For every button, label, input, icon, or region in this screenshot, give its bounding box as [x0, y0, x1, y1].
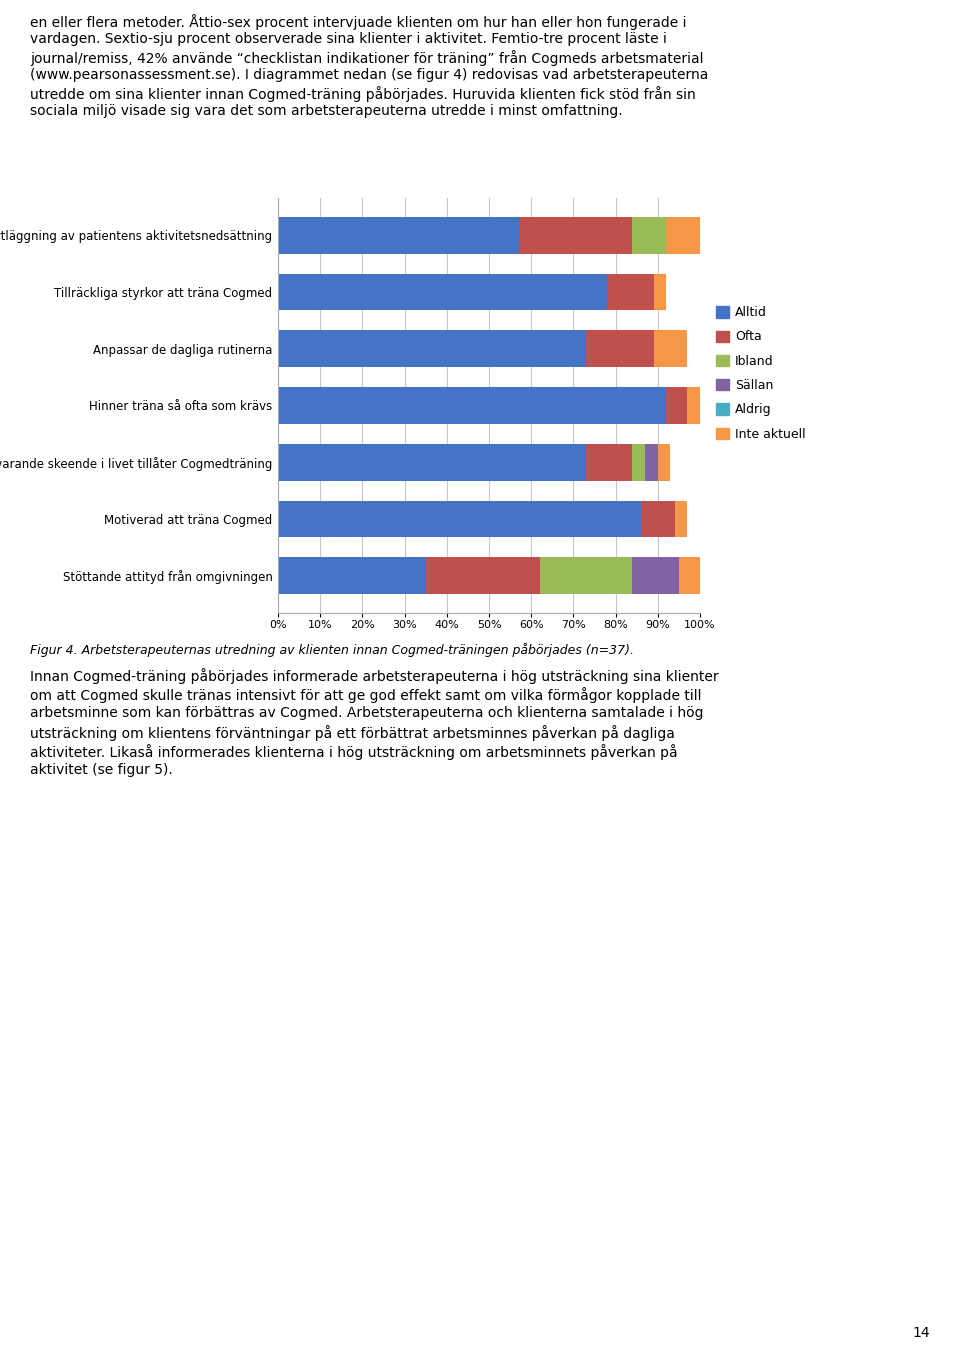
Bar: [679, 557, 700, 595]
Bar: [633, 444, 645, 481]
Bar: [586, 330, 654, 367]
Bar: [278, 217, 518, 254]
Bar: [425, 557, 540, 595]
Bar: [633, 217, 666, 254]
Bar: [687, 387, 700, 424]
Bar: [278, 330, 586, 367]
Bar: [666, 217, 700, 254]
Bar: [278, 273, 607, 311]
Bar: [278, 444, 586, 481]
Text: en eller flera metoder. Åttio-sex procent intervjuade klienten om hur han eller : en eller flera metoder. Åttio-sex procen…: [30, 14, 686, 30]
Bar: [658, 444, 670, 481]
Bar: [540, 557, 633, 595]
Bar: [641, 501, 675, 538]
Bar: [675, 501, 687, 538]
Bar: [654, 330, 687, 367]
Bar: [278, 501, 641, 538]
Text: utsträckning om klientens förväntningar på ett förbättrat arbetsminnes påverkan : utsträckning om klientens förväntningar …: [30, 725, 675, 741]
Text: vardagen. Sextio-sju procent observerade sina klienter i aktivitet. Femtio-tre p: vardagen. Sextio-sju procent observerade…: [30, 33, 667, 46]
Bar: [645, 444, 658, 481]
Legend: Alltid, Ofta, Ibland, Sällan, Aldrig, Inte aktuell: Alltid, Ofta, Ibland, Sällan, Aldrig, In…: [716, 307, 805, 440]
Bar: [607, 273, 654, 311]
Text: sociala miljö visade sig vara det som arbetsterapeuterna utredde i minst omfattn: sociala miljö visade sig vara det som ar…: [30, 105, 623, 118]
Bar: [586, 444, 633, 481]
Bar: [666, 387, 687, 424]
Text: journal/remiss, 42% använde “checklistan indikationer för träning” från Cogmeds : journal/remiss, 42% använde “checklistan…: [30, 50, 704, 67]
Text: om att Cogmed skulle tränas intensivt för att ge god effekt samt om vilka förmåg: om att Cogmed skulle tränas intensivt fö…: [30, 687, 702, 703]
Text: aktiviteter. Likaså informerades klienterna i hög utsträckning om arbetsminnets : aktiviteter. Likaså informerades kliente…: [30, 744, 678, 760]
Bar: [278, 387, 666, 424]
Text: utredde om sina klienter innan Cogmed-träning påbörjades. Huruvida klienten fick: utredde om sina klienter innan Cogmed-tr…: [30, 86, 696, 102]
Bar: [278, 557, 425, 595]
Text: arbetsminne som kan förbättras av Cogmed. Arbetsterapeuterna och klienterna samt: arbetsminne som kan förbättras av Cogmed…: [30, 706, 704, 720]
Text: 14: 14: [912, 1325, 930, 1340]
Bar: [654, 273, 666, 311]
Text: aktivitet (se figur 5).: aktivitet (se figur 5).: [30, 763, 173, 777]
Bar: [518, 217, 633, 254]
Text: Figur 4. Arbetsterapeuternas utredning av klienten innan Cogmed-träningen påbörj: Figur 4. Arbetsterapeuternas utredning a…: [30, 642, 634, 657]
Text: Innan Cogmed-träning påbörjades informerade arbetsterapeuterna i hög utsträcknin: Innan Cogmed-träning påbörjades informer…: [30, 668, 719, 684]
Text: (www.pearsonassessment.se). I diagrammet nedan (se figur 4) redovisas vad arbets: (www.pearsonassessment.se). I diagrammet…: [30, 68, 708, 81]
Bar: [633, 557, 679, 595]
